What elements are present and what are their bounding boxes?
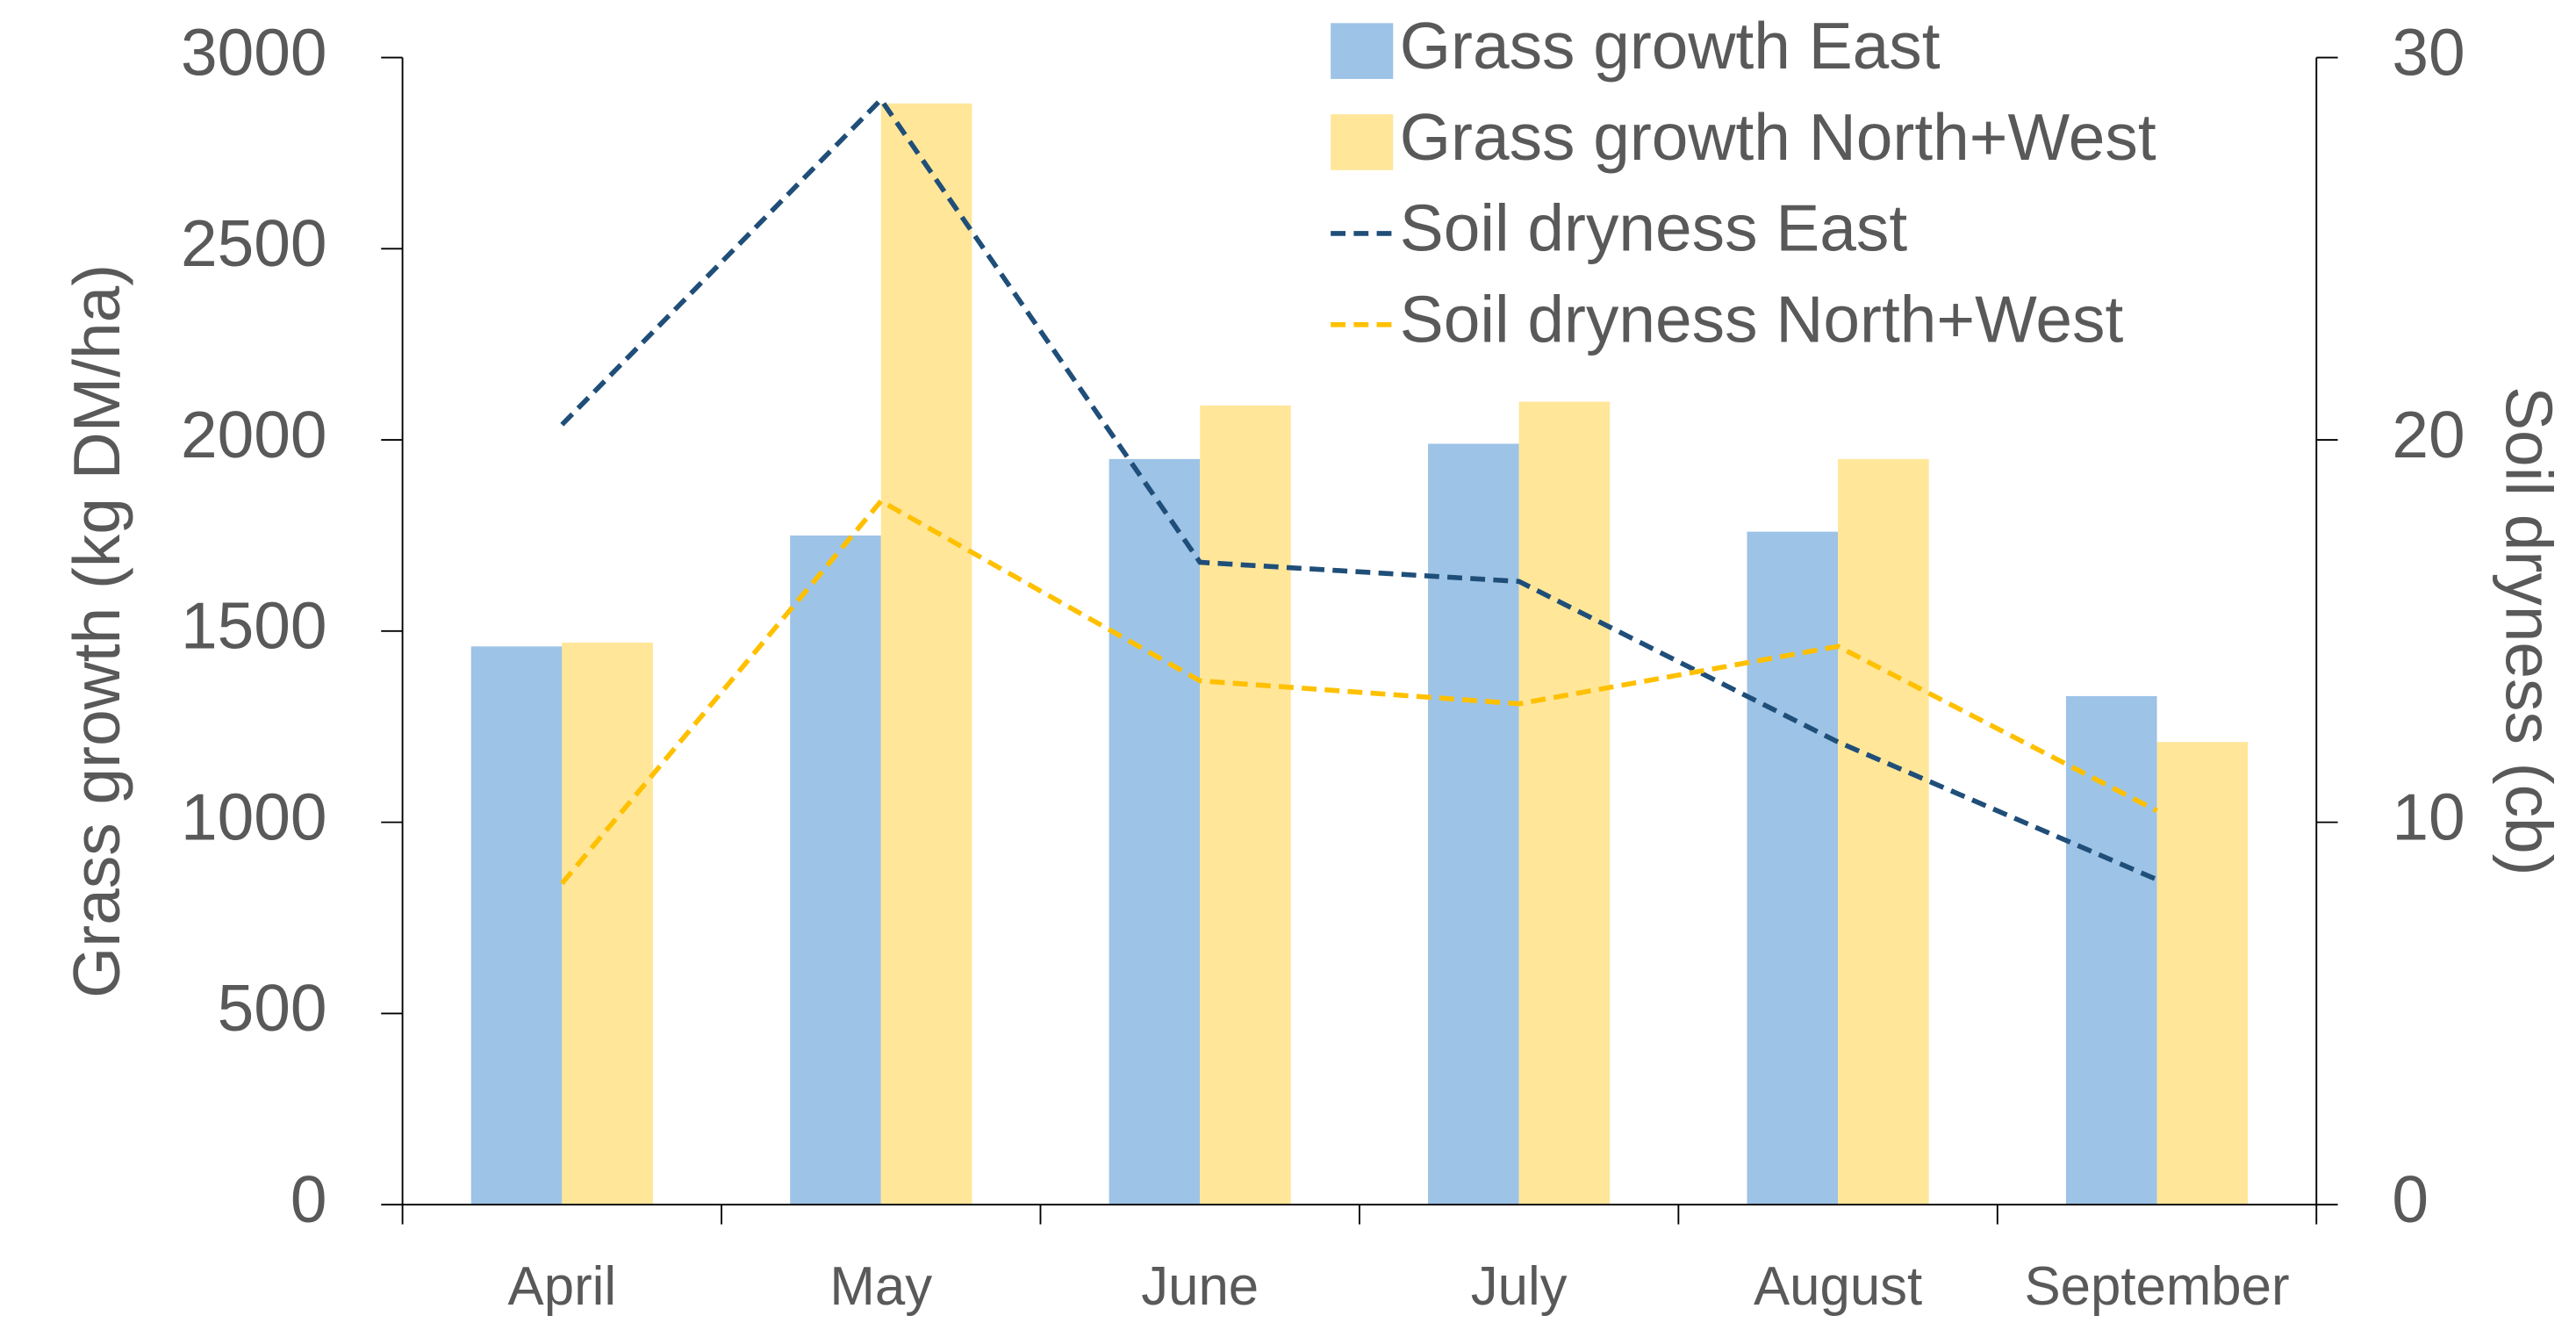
bar <box>2065 695 2157 1205</box>
x-tick-label: May <box>829 1256 932 1317</box>
bar <box>1838 458 1929 1205</box>
legend-label: Grass growth East <box>1400 9 1941 83</box>
y-tick-label: 1000 <box>181 780 327 853</box>
bar <box>1109 458 1201 1205</box>
y-tick-label: 2000 <box>181 398 327 471</box>
x-tick-label: August <box>1754 1256 1922 1317</box>
y2-tick-label: 10 <box>2392 780 2465 853</box>
line-series <box>560 498 2158 886</box>
bar <box>1200 405 1291 1205</box>
legend-label: Soil dryness East <box>1400 191 1908 265</box>
x-tick-label: April <box>508 1256 617 1317</box>
bar <box>2156 742 2249 1205</box>
bar <box>1747 531 1839 1205</box>
y-tick-label: 2500 <box>181 206 327 280</box>
legend-label: Soil dryness North+West <box>1400 283 2124 356</box>
bar <box>1518 401 1611 1205</box>
x-tick-label: June <box>1141 1256 1259 1317</box>
bar <box>880 103 972 1205</box>
y2-tick-label: 0 <box>2392 1162 2429 1236</box>
y-axis-title: Grass growth (kg DM/ha) <box>60 264 133 998</box>
bar <box>562 642 653 1205</box>
x-tick-label: September <box>2025 1256 2290 1317</box>
bar <box>470 646 563 1205</box>
bar <box>1428 443 1519 1205</box>
y-tick-label: 3000 <box>181 15 327 89</box>
y-tick-label: 500 <box>218 971 327 1045</box>
legend-swatch <box>1331 114 1394 170</box>
y-tick-label: 0 <box>291 1162 327 1236</box>
y2-axis-title: Soil dryness (cb) <box>2492 386 2565 875</box>
legend-swatch <box>1331 23 1394 79</box>
y2-tick-label: 30 <box>2392 15 2465 89</box>
x-tick-label: July <box>1471 1256 1568 1317</box>
line-series <box>560 96 2158 882</box>
bar <box>790 535 881 1205</box>
y-tick-label: 1500 <box>181 589 327 663</box>
y2-tick-label: 20 <box>2392 398 2465 471</box>
legend-label: Grass growth North+West <box>1400 100 2156 174</box>
